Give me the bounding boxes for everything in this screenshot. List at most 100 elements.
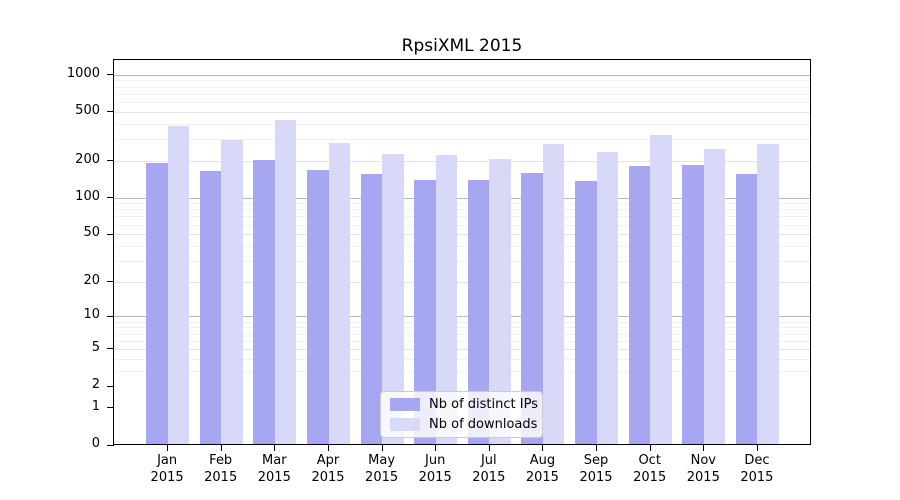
x-tick-mark-oct xyxy=(649,445,651,451)
gridline-300 xyxy=(114,138,810,140)
bar-apr-ips xyxy=(307,170,329,444)
x-tick-mark-sep xyxy=(596,445,597,451)
x-tick-label-nov: Nov 2015 xyxy=(686,453,720,485)
gridline-60 xyxy=(114,224,810,226)
gridline-90 xyxy=(114,203,810,205)
bar-nov-ips xyxy=(682,164,704,444)
gridline-80 xyxy=(114,209,810,211)
gridline-800 xyxy=(114,86,810,88)
gridline-20 xyxy=(114,281,810,283)
gridline-5 xyxy=(114,348,810,350)
plot-area xyxy=(113,59,811,445)
y-tick-mark-5 xyxy=(107,348,114,350)
gridline-100 xyxy=(114,197,810,199)
gridline-9 xyxy=(114,321,810,323)
gridline-70 xyxy=(114,216,810,218)
bar-layer xyxy=(114,60,810,444)
x-tick-label-aug: Aug 2015 xyxy=(525,453,559,485)
gridline-700 xyxy=(114,93,810,95)
bar-jul-ips xyxy=(467,179,490,444)
gridline-200 xyxy=(114,160,810,162)
bar-oct-downloads xyxy=(650,134,672,444)
gridline-layer xyxy=(114,60,810,444)
bar-nov-downloads xyxy=(703,148,726,444)
x-tick-label-mar: Mar 2015 xyxy=(257,453,291,485)
chart-title: RpsiXML 2015 xyxy=(401,36,523,56)
bar-dec-ips xyxy=(735,173,758,444)
y-tick-label-5: 5 xyxy=(91,339,100,355)
y-tick-mark-1 xyxy=(107,407,114,409)
legend-swatch-downloads xyxy=(390,418,420,431)
x-tick-mark-nov xyxy=(703,445,705,451)
x-tick-label-may: May 2015 xyxy=(365,453,399,485)
gridline-50 xyxy=(114,234,810,236)
x-tick-label-jan: Jan 2015 xyxy=(150,453,184,485)
x-tick-label-apr: Apr 2015 xyxy=(311,453,345,485)
x-tick-label-feb: Feb 2015 xyxy=(204,453,238,485)
gridline-10 xyxy=(114,316,810,318)
y-tick-label-0: 0 xyxy=(91,436,100,451)
y-tick-label-50: 50 xyxy=(83,225,100,241)
gridline-30 xyxy=(114,260,810,262)
gridline-8 xyxy=(114,327,810,329)
x-tick-mark-jul xyxy=(488,445,490,451)
y-tick-mark-100 xyxy=(107,197,114,198)
bar-mar-ips xyxy=(253,159,275,444)
bar-aug-ips xyxy=(521,172,543,444)
bar-jul-downloads xyxy=(489,158,511,444)
x-tick-mark-jan xyxy=(167,445,169,451)
bar-jan-downloads xyxy=(167,126,190,444)
bar-apr-downloads xyxy=(328,142,350,444)
bar-jun-ips xyxy=(414,180,436,444)
gridline-7 xyxy=(114,333,810,335)
bar-dec-downloads xyxy=(757,143,779,444)
legend-label-distinct-ips: Nb of distinct IPs xyxy=(429,397,538,412)
bar-feb-downloads xyxy=(221,140,243,444)
x-tick-mark-apr xyxy=(328,445,329,451)
x-tick-label-jul: Jul 2015 xyxy=(472,453,506,485)
bar-may-downloads xyxy=(382,153,404,444)
gridline-600 xyxy=(114,101,810,103)
x-tick-mark-may xyxy=(381,445,383,451)
bar-jan-ips xyxy=(146,162,168,444)
gridline-4 xyxy=(114,358,810,360)
y-tick-mark-1000 xyxy=(107,74,114,75)
bar-oct-ips xyxy=(628,166,651,444)
bar-sep-ips xyxy=(575,181,597,444)
y-tick-mark-10 xyxy=(107,315,114,317)
gridline-500 xyxy=(114,111,810,113)
legend-row-downloads: Nb of downloads xyxy=(381,415,542,435)
y-tick-label-200: 200 xyxy=(75,151,100,167)
y-tick-label-1: 1 xyxy=(91,398,100,414)
gridline-6 xyxy=(114,340,810,342)
y-tick-label-100: 100 xyxy=(75,188,100,204)
y-tick-mark-500 xyxy=(107,111,114,113)
gridline-900 xyxy=(114,80,810,82)
y-tick-mark-50 xyxy=(107,233,114,235)
y-tick-label-1000: 1000 xyxy=(66,65,100,81)
x-tick-mark-jun xyxy=(435,445,437,451)
x-tick-label-oct: Oct 2015 xyxy=(633,453,667,485)
legend-swatch-distinct-ips xyxy=(390,398,420,411)
bar-may-ips xyxy=(360,174,383,444)
gridline-3 xyxy=(114,370,810,372)
gridline-400 xyxy=(114,123,810,125)
y-tick-label-2: 2 xyxy=(91,377,100,393)
x-tick-mark-feb xyxy=(220,445,222,451)
bar-aug-downloads xyxy=(542,144,565,444)
y-tick-mark-200 xyxy=(107,160,114,162)
legend-label-downloads: Nb of downloads xyxy=(429,417,538,432)
y-tick-label-500: 500 xyxy=(75,102,100,118)
y-tick-mark-2 xyxy=(107,385,114,387)
x-tick-label-dec: Dec 2015 xyxy=(740,453,774,485)
bar-jun-downloads xyxy=(435,155,458,444)
legend-row-distinct-ips: Nb of distinct IPs xyxy=(381,395,542,415)
bar-feb-ips xyxy=(199,171,222,444)
y-tick-label-10: 10 xyxy=(83,307,100,323)
gridline-1000 xyxy=(114,74,810,76)
x-tick-mark-mar xyxy=(274,445,276,451)
bar-mar-downloads xyxy=(274,119,297,444)
x-tick-mark-dec xyxy=(756,445,758,451)
y-tick-label-20: 20 xyxy=(83,272,100,288)
